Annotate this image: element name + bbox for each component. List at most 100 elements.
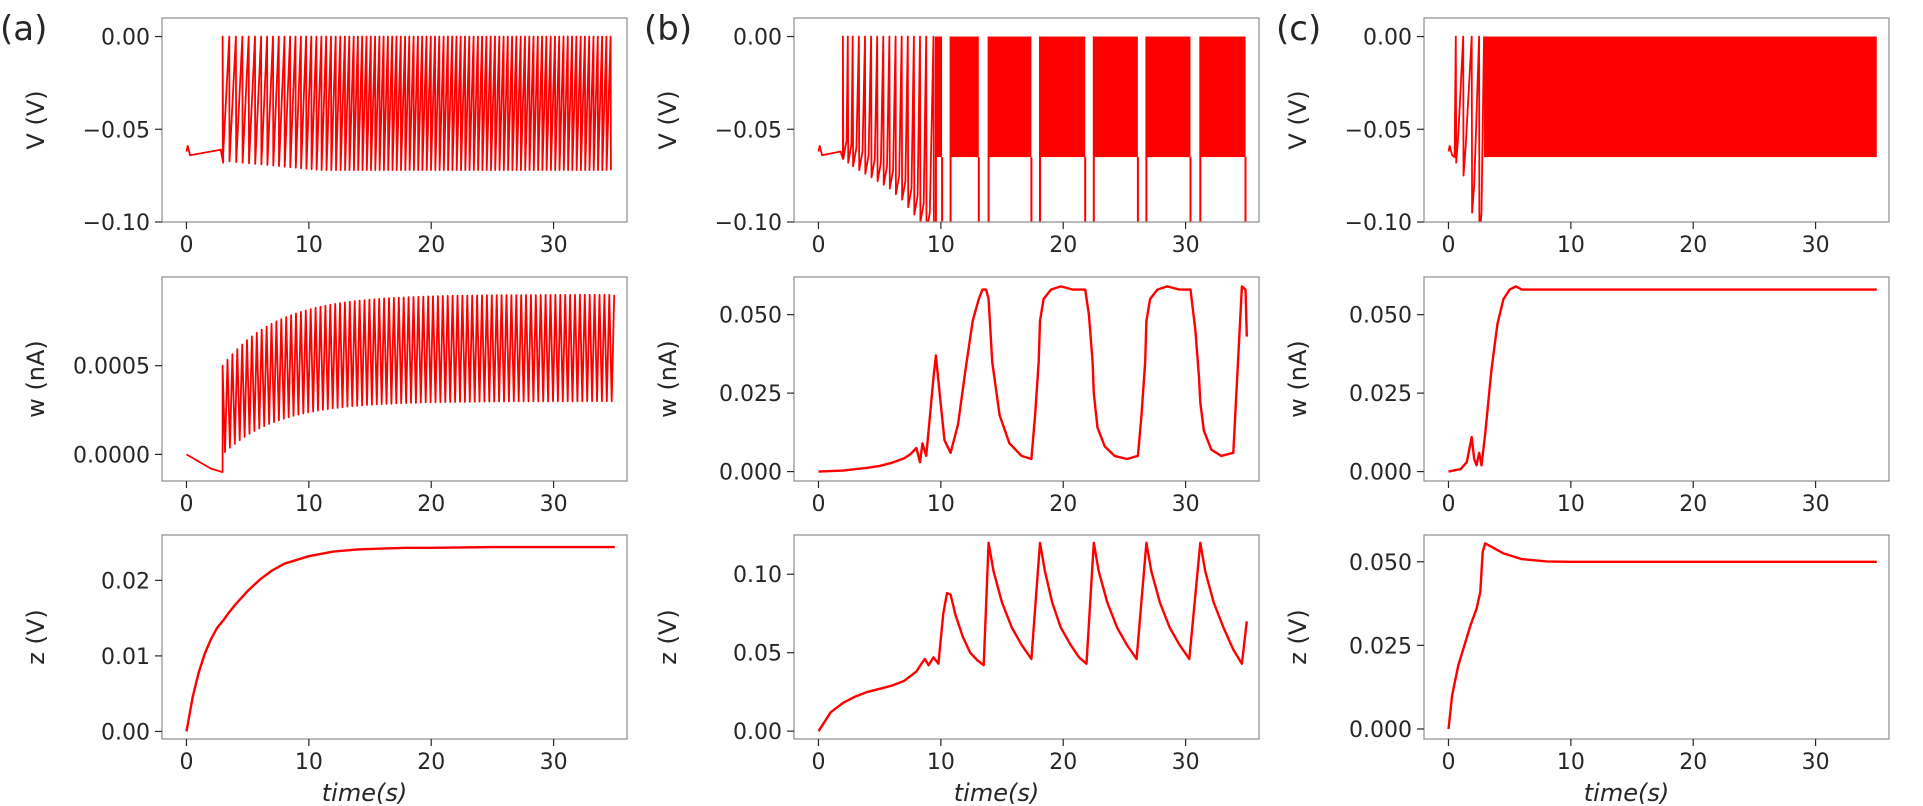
x-tick-label: 0 bbox=[1441, 750, 1455, 775]
y-axis-label: V (V) bbox=[654, 90, 682, 149]
x-tick-label: 10 bbox=[1557, 750, 1585, 775]
x-tick-label: 0 bbox=[179, 750, 193, 775]
x-axis-label: time(s) bbox=[954, 779, 1039, 806]
subplot-V: 0 10 20 30 −0.10 −0.05 0.00 V (V) bbox=[22, 17, 628, 258]
subplot-w: 0 10 20 30 0.0000 0.0005 w (nA) bbox=[22, 276, 628, 517]
y-tick-label: 0.000 bbox=[1349, 461, 1412, 486]
burst-edge bbox=[987, 36, 1033, 222]
plot-area bbox=[818, 285, 1248, 473]
x-axis-label: time(s) bbox=[1584, 779, 1669, 806]
panel-b: (b) 0 10 20 30 −0.10 −0.05 0.00 V (V) 0 10 20 30 0.00… bbox=[644, 9, 1260, 806]
x-tick-label: 30 bbox=[540, 233, 568, 258]
x-tick-label: 10 bbox=[295, 233, 323, 258]
y-axis-label: z (V) bbox=[1284, 609, 1312, 664]
x-tick-label: 10 bbox=[1557, 492, 1585, 517]
y-axis-label: V (V) bbox=[22, 90, 50, 149]
x-tick-label: 30 bbox=[1802, 233, 1830, 258]
y-axis-label: z (V) bbox=[654, 609, 682, 664]
subplot-z: 0 10 20 30 0.00 0.05 0.10 z (V) time(s) bbox=[654, 534, 1260, 806]
x-tick-label: 0 bbox=[811, 233, 825, 258]
series-line bbox=[1448, 285, 1877, 473]
y-tick-label: 0.0000 bbox=[73, 443, 150, 468]
axes-frame bbox=[793, 534, 1260, 740]
y-tick-label: 0.025 bbox=[719, 382, 782, 407]
series-line bbox=[185, 35, 612, 171]
plot-area bbox=[1447, 35, 1877, 222]
plot-area bbox=[185, 545, 615, 732]
spike-band bbox=[1483, 36, 1877, 158]
burst-edge bbox=[1199, 36, 1247, 222]
burst-band bbox=[1200, 36, 1246, 158]
subplot-V: 0 10 20 30 −0.10 −0.05 0.00 V (V) bbox=[654, 17, 1260, 258]
y-tick-label: −0.05 bbox=[1345, 118, 1412, 143]
axes-frame bbox=[793, 17, 1260, 223]
y-axis-label: w (nA) bbox=[22, 340, 50, 418]
x-tick-label: 20 bbox=[1049, 750, 1077, 775]
x-tick-label: 20 bbox=[1049, 492, 1077, 517]
burst-band bbox=[1146, 36, 1191, 158]
plot-area bbox=[186, 293, 616, 473]
y-tick-label: 0.00 bbox=[733, 26, 782, 51]
y-tick-label: 0.050 bbox=[1349, 304, 1412, 329]
x-tick-label: 30 bbox=[1172, 750, 1200, 775]
x-tick-label: 20 bbox=[417, 492, 445, 517]
x-tick-label: 0 bbox=[811, 750, 825, 775]
subplot-w: 0 10 20 30 0.000 0.025 0.050 w (nA) bbox=[1284, 276, 1890, 517]
x-tick-label: 0 bbox=[179, 492, 193, 517]
series-line bbox=[817, 541, 1248, 732]
y-tick-label: 0.050 bbox=[1349, 551, 1412, 576]
y-tick-label: −0.05 bbox=[83, 118, 150, 143]
panel-label: (a) bbox=[0, 9, 47, 49]
x-tick-label: 10 bbox=[927, 233, 955, 258]
plot-area bbox=[1447, 542, 1877, 730]
x-tick-label: 30 bbox=[1802, 492, 1830, 517]
y-tick-label: −0.05 bbox=[715, 118, 782, 143]
y-tick-label: 0.000 bbox=[719, 461, 782, 486]
y-tick-label: 0.000 bbox=[1349, 718, 1412, 743]
burst-edge bbox=[1039, 36, 1087, 222]
x-tick-label: 0 bbox=[811, 492, 825, 517]
axes-frame bbox=[161, 534, 628, 740]
x-tick-label: 30 bbox=[540, 750, 568, 775]
x-tick-label: 20 bbox=[1679, 492, 1707, 517]
subplot-z: 0 10 20 30 0.00 0.01 0.02 z (V) time(s) bbox=[22, 534, 628, 806]
plot-area bbox=[185, 35, 612, 171]
subplot-z: 0 10 20 30 0.000 0.025 0.050 z (V) time(s) bbox=[1284, 534, 1890, 806]
burst-edge bbox=[1145, 36, 1192, 222]
x-tick-label: 0 bbox=[1441, 233, 1455, 258]
axes-frame bbox=[161, 276, 628, 482]
subplot-V: 0 10 20 30 −0.10 −0.05 0.00 V (V) bbox=[1284, 17, 1890, 258]
y-tick-label: 0.025 bbox=[1349, 634, 1412, 659]
burst-edge bbox=[1092, 36, 1139, 222]
x-axis-label: time(s) bbox=[322, 779, 407, 806]
y-tick-label: 0.01 bbox=[101, 645, 150, 670]
x-tick-label: 10 bbox=[295, 750, 323, 775]
y-tick-label: 0.0005 bbox=[73, 355, 150, 380]
y-tick-label: 0.02 bbox=[101, 569, 150, 594]
y-axis-label: z (V) bbox=[22, 609, 50, 664]
plot-area bbox=[1448, 285, 1877, 473]
x-tick-label: 20 bbox=[1049, 233, 1077, 258]
burst-band bbox=[1039, 36, 1086, 158]
plot-area bbox=[817, 35, 1247, 222]
y-tick-label: 0.050 bbox=[719, 304, 782, 329]
burst-edge bbox=[934, 36, 944, 222]
y-axis-label: V (V) bbox=[1284, 90, 1312, 149]
y-tick-label: 0.00 bbox=[101, 720, 150, 745]
axes-frame bbox=[1423, 17, 1890, 223]
axes-frame bbox=[793, 276, 1260, 482]
y-tick-label: 0.05 bbox=[733, 642, 782, 667]
x-tick-label: 30 bbox=[1172, 233, 1200, 258]
plot-area bbox=[817, 541, 1248, 732]
series-line bbox=[186, 293, 616, 473]
burst-band bbox=[988, 36, 1032, 158]
panel-a: (a) 0 10 20 30 −0.10 −0.05 0.00 V (V) 0 10 20 30 0.00… bbox=[0, 9, 628, 806]
x-tick-label: 20 bbox=[1679, 750, 1707, 775]
x-tick-label: 10 bbox=[1557, 233, 1585, 258]
y-tick-label: 0.025 bbox=[1349, 382, 1412, 407]
x-tick-label: 30 bbox=[1802, 750, 1830, 775]
series-line bbox=[1447, 542, 1877, 730]
x-tick-label: 20 bbox=[417, 750, 445, 775]
y-tick-label: −0.10 bbox=[83, 211, 150, 236]
y-tick-label: 0.00 bbox=[101, 26, 150, 51]
